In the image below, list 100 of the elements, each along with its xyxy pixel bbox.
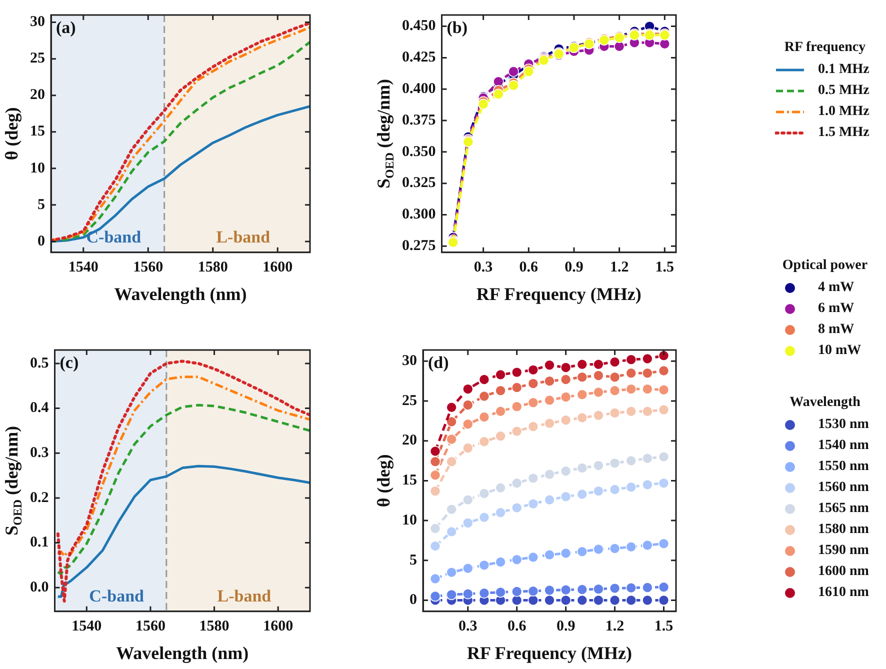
point [478,436,490,448]
point [560,594,572,606]
point [626,482,637,492]
point [609,543,620,554]
point [609,372,620,382]
point [528,594,539,606]
point [626,582,637,594]
x-tick-label: 1.5 [655,259,674,276]
y-tick-label: 15 [402,472,417,489]
point [495,556,506,568]
legend-label: 10 mW [818,342,862,358]
point [576,594,588,606]
y-tick-label: 0.275 [402,238,436,254]
y-tick-label: 0 [38,233,45,250]
point [609,408,620,418]
y-tick-label: 0.1 [30,534,49,551]
point [528,552,539,563]
point [642,406,653,417]
point [560,414,572,426]
point [430,590,441,602]
point [478,488,490,499]
point [642,582,653,593]
point [478,588,490,598]
y-tick-label: 0.400 [402,80,436,97]
y-tick-label: 0.300 [402,206,436,223]
point [430,486,441,496]
point [544,468,555,480]
y-tick-label: 0.5 [30,355,49,372]
point [609,582,620,594]
point [511,382,522,393]
point [593,460,604,471]
point [462,418,474,430]
point [508,66,519,77]
point [658,384,670,396]
point [658,594,670,606]
point [560,548,572,559]
y-tick-label: 0.4 [30,400,50,416]
point [528,397,539,408]
y-tick-label: 5 [38,196,45,213]
x-tick-label: 1560 [135,618,166,634]
point [523,66,534,77]
y-tick-label: 30 [402,353,417,370]
y-axis-title: SOED (deg/nm) [2,426,24,536]
point [658,478,670,488]
point [495,430,506,442]
point [609,484,620,495]
y-tick-label: 10 [30,160,45,176]
legend-title: RF frequency [783,40,867,56]
point [446,589,457,600]
point [544,394,555,406]
point [430,456,441,467]
band-label: C-band [86,227,142,246]
point [642,368,653,379]
point [446,566,457,578]
legend-label: 1.0 MHz [818,104,870,120]
x-tick-label: 0.9 [564,259,584,276]
x-axis-title: Wavelength (nm) [116,642,249,663]
y-tick-label: 20 [402,432,417,449]
line-series [56,376,310,558]
point [430,470,441,481]
point [626,354,637,365]
x-tick-label: 1600 [262,259,293,276]
point [478,560,490,571]
x-axis-title: RF Frequency (MHz) [467,642,632,663]
point [528,586,539,596]
x-tick-label: 0.3 [474,259,493,276]
legend-label: 1530 nm [818,416,869,432]
legend-label: 0.5 MHz [818,82,870,98]
x-tick-label: 0.3 [458,618,478,634]
x-axis-title: RF Frequency (MHz) [476,284,642,304]
point [511,401,522,412]
legend-label: 1580 nm [818,522,869,538]
point [593,594,604,606]
point [430,573,441,584]
point [495,586,506,598]
point [446,402,457,413]
point [446,526,457,538]
point [642,384,653,394]
point [446,434,457,445]
band-label: L-band [217,586,272,606]
point [576,358,588,370]
y-tick-label: 0.325 [402,175,436,192]
point [593,584,604,594]
x-tick-label: 1540 [68,259,98,276]
point [593,386,604,398]
point [462,494,474,506]
point [544,418,555,429]
legend-label: 6 mW [818,300,854,316]
y-tick-label: 5 [410,552,417,568]
y-tick-label: 0.3 [30,445,49,461]
y-tick-label: 25 [402,392,417,409]
x-tick-label: 0.6 [519,259,539,276]
x-tick-label: 1.5 [654,618,674,634]
x-tick-label: 1.2 [610,259,629,276]
point [642,540,653,551]
legend-label: 1540 nm [818,438,869,454]
point [495,369,506,380]
legend-label: 1600 nm [818,564,869,580]
y-tick-label: 0.0 [30,580,49,596]
point [528,421,539,432]
